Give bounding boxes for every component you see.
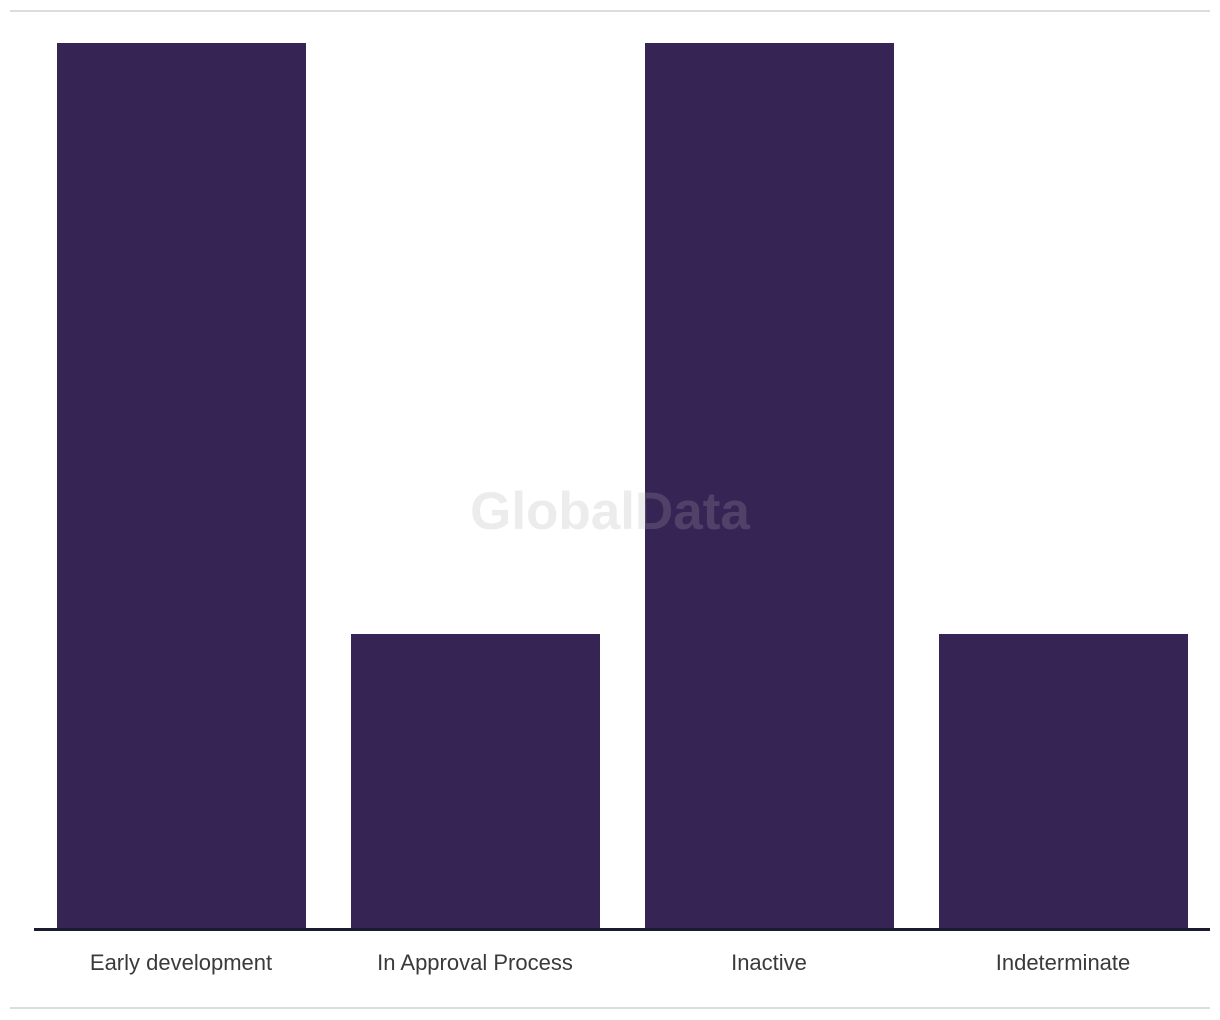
x-axis-label-indeterminate: Indeterminate bbox=[995, 950, 1131, 975]
bar-inactive bbox=[645, 43, 894, 929]
x-axis-label-in-approval-process: In Approval Process bbox=[377, 950, 573, 975]
top-divider bbox=[10, 10, 1210, 12]
x-axis-label-early-development: Early development bbox=[89, 950, 273, 975]
bottom-divider bbox=[10, 1007, 1210, 1009]
bar-indeterminate bbox=[939, 634, 1188, 929]
bar-early-development bbox=[57, 43, 306, 929]
x-axis-line bbox=[34, 928, 1210, 931]
x-axis-label-inactive: Inactive bbox=[731, 950, 807, 975]
bar-in-approval-process bbox=[351, 634, 600, 929]
